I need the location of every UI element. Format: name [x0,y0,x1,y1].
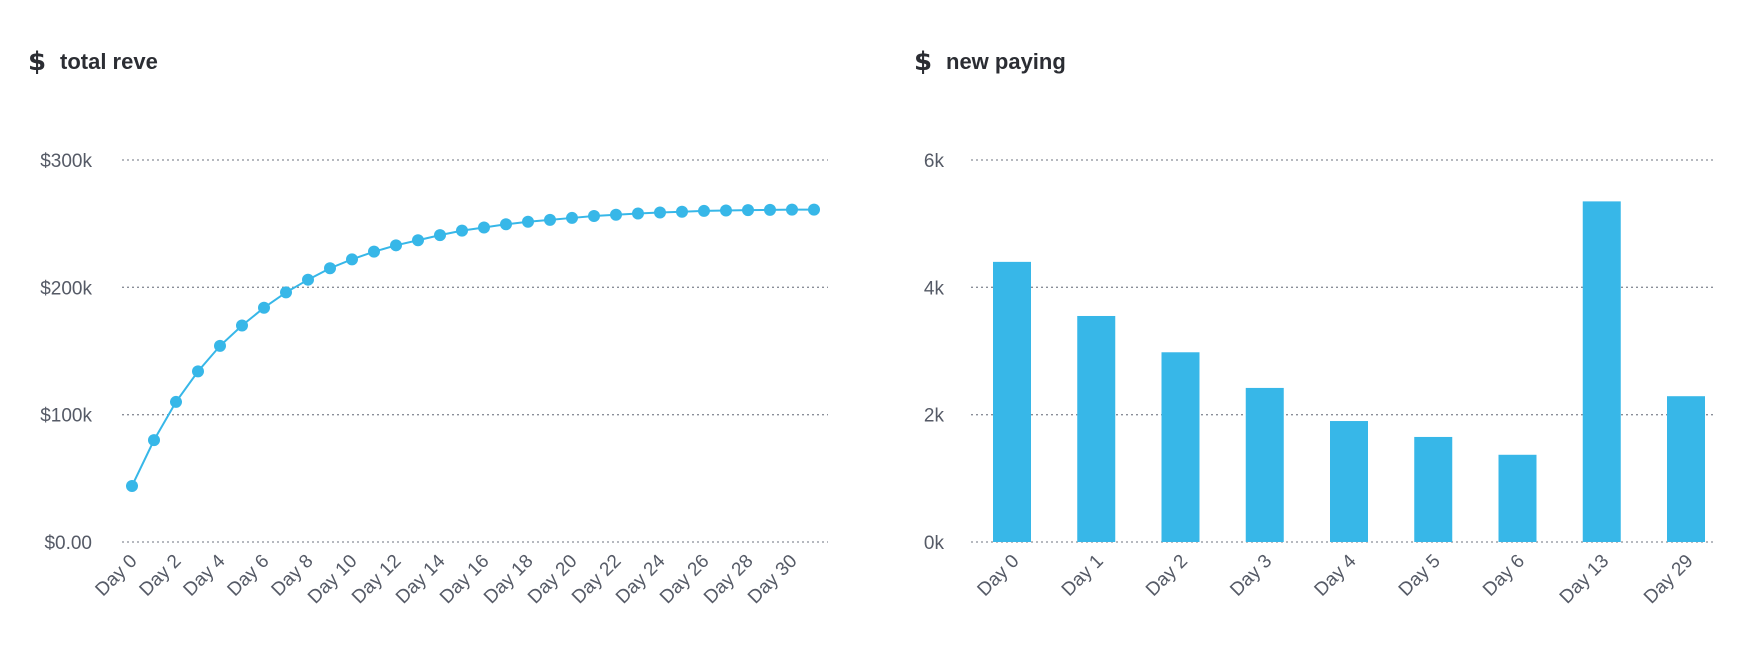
data-point[interactable] [676,205,688,218]
x-tick-label: Day 26 [656,551,713,608]
x-tick-label: Day 6 [1479,551,1529,601]
x-tick-label: Day 22 [568,551,625,608]
data-point[interactable] [456,224,468,237]
data-point[interactable] [346,253,358,266]
data-point[interactable] [390,239,402,252]
x-tick-label: Day 13 [1556,551,1613,608]
data-point[interactable] [500,218,512,231]
data-point[interactable] [632,207,644,220]
series-line [131,208,814,487]
y-tick-label: $0.00 [44,533,92,554]
bar[interactable] [1161,352,1200,542]
panel-title: total reve [60,49,158,74]
data-point[interactable] [214,339,226,352]
x-tick-label: Day 18 [480,551,537,608]
total-revenue-panel: $ total reve $0.00 $100k $200k $300k Day 0 Da… [28,44,828,608]
bar[interactable] [1582,201,1621,542]
data-point[interactable] [324,262,336,275]
bar[interactable] [1414,436,1453,542]
data-point[interactable] [742,204,754,217]
dollar-icon: $ [914,47,933,77]
x-tick-label: Day 28 [700,551,757,608]
y-tick-label: 6k [924,151,945,172]
data-point[interactable] [148,434,160,447]
y-tick-label: 4k [924,278,945,299]
data-point[interactable] [654,206,666,219]
bar[interactable] [1330,421,1368,542]
y-tick-label: $200k [40,278,92,299]
new-paying-bar-chart: 0k 2k 4k 6k Day 0 Day 1 Day 2 Day 3 Day 4 Day 5 Da… [924,151,1716,608]
x-tick-label: Day 30 [744,551,801,608]
x-tick-label: Day 4 [1311,550,1361,600]
data-point[interactable] [280,286,292,299]
data-point[interactable] [808,203,820,216]
x-tick-label: Day 0 [974,551,1024,601]
panel-title: new paying [946,49,1066,74]
bar[interactable] [1667,396,1705,542]
x-tick-label: Day 1 [1058,551,1108,601]
data-point[interactable] [764,203,776,216]
data-point[interactable] [434,229,446,242]
data-point[interactable] [720,204,732,217]
x-tick-label: Day 29 [1640,551,1697,608]
new-paying-panel: $ new paying 0k 2k 4k 6k Day 0 Day 1 Day 2 Day … [874,0,1748,668]
x-tick-label: Day 4 [180,550,230,600]
panel-header: $ total reve [28,44,158,80]
data-point[interactable] [236,319,248,332]
x-tick-label: Day 3 [1226,551,1276,601]
dollar-icon: $ [28,47,47,77]
data-point[interactable] [258,301,270,314]
data-point[interactable] [170,395,182,408]
data-point[interactable] [544,213,556,226]
data-point[interactable] [522,215,534,228]
x-tick-label: Day 12 [348,551,405,608]
y-tick-label: $300k [40,151,92,172]
bar[interactable] [993,261,1031,542]
y-tick-label: $100k [40,406,92,427]
data-point[interactable] [588,210,600,223]
data-point[interactable] [126,479,138,492]
bar[interactable] [1077,315,1116,542]
data-point[interactable] [698,204,710,217]
bar[interactable] [1498,454,1537,542]
x-tick-label: Day 6 [224,551,274,601]
data-point[interactable] [566,211,578,224]
x-tick-label: Day 2 [136,551,186,601]
data-point[interactable] [412,234,424,247]
data-point[interactable] [302,273,314,286]
data-point[interactable] [192,365,204,378]
x-tick-label: Day 16 [436,551,493,608]
data-point[interactable] [368,245,380,258]
bar[interactable] [1245,387,1284,542]
x-tick-label: Day 5 [1395,551,1445,601]
x-tick-label: Day 10 [304,551,361,608]
x-tick-label: Day 0 [92,551,142,601]
panel-header: $ new paying [914,44,1066,80]
y-tick-label: 2k [924,406,945,427]
y-tick-label: 0k [924,533,945,554]
data-point[interactable] [610,208,622,221]
x-tick-label: Day 20 [524,551,581,608]
data-point[interactable] [478,221,490,234]
data-point[interactable] [786,203,798,216]
x-tick-label: Day 2 [1142,551,1192,601]
